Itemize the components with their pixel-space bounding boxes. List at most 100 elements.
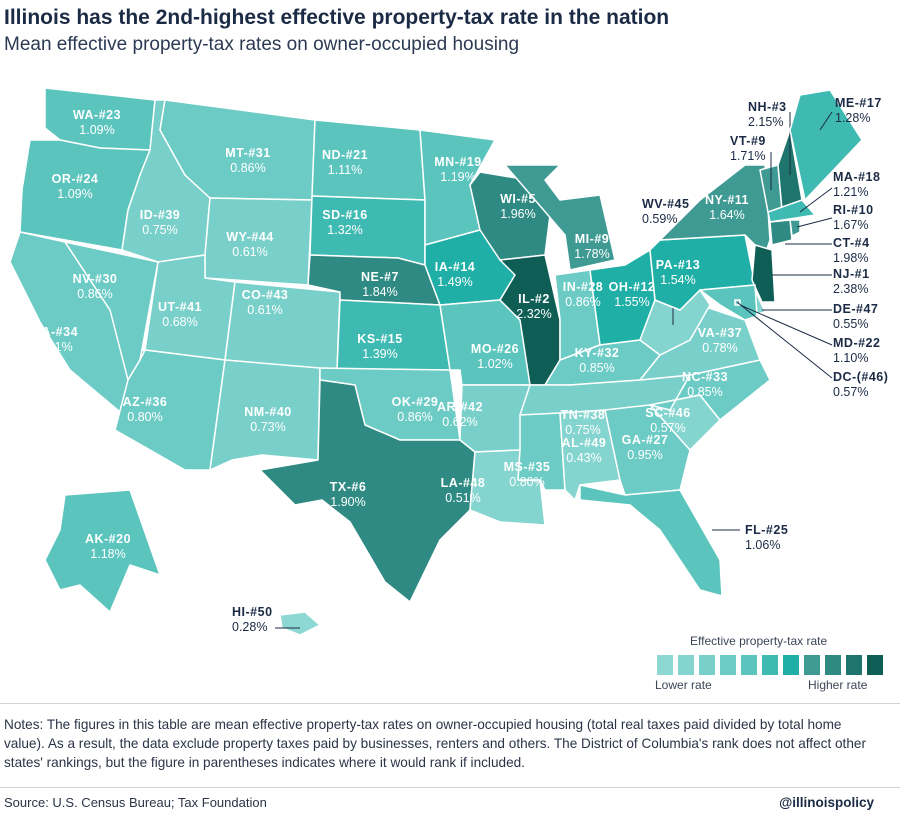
state-label-ma: MA-#18 1.21% (833, 170, 880, 200)
state-rate: 0.80% (127, 410, 163, 424)
state-rank: MA-#18 (833, 170, 881, 184)
state-rate: 0.43% (566, 451, 602, 465)
state-rate: 0.80% (509, 475, 545, 489)
legend-swatch (804, 655, 820, 675)
state-rate: 1.71% (730, 149, 766, 163)
state-rank: KS-#15 (357, 332, 403, 346)
state-label-ar: AR-#42 0.62% (437, 400, 483, 430)
state-me (789, 89, 863, 201)
state-rank: NM-#40 (244, 405, 292, 419)
state-rank: DC-(#46) (833, 370, 889, 384)
state-label-tn: TN-#38 0.75% (561, 408, 606, 438)
state-rate: 1.10% (833, 351, 869, 365)
state-label-wv: WV-#45 0.59% (642, 197, 689, 227)
state-nj (751, 244, 776, 303)
state-label-pa: PA-#13 1.54% (656, 258, 700, 288)
state-rank: WV-#45 (642, 197, 690, 211)
state-label-va: VA-#37 0.78% (698, 326, 742, 356)
state-rank: WA-#23 (72, 108, 122, 122)
state-label-mt: MT-#31 0.86% (225, 146, 270, 176)
state-label-ia: IA-#14 1.49% (435, 260, 476, 290)
state-rank: IL-#2 (518, 292, 550, 306)
state-label-ct: CT-#4 1.98% (833, 236, 870, 266)
state-rate: 0.62% (442, 415, 478, 429)
state-rate: 1.28% (835, 111, 871, 125)
state-rank: IA-#14 (434, 260, 476, 274)
state-rate: 0.28% (232, 620, 268, 634)
state-rank: HI-#50 (232, 605, 273, 619)
state-rank: LA-#48 (440, 476, 486, 490)
state-rate: 0.85% (579, 361, 615, 375)
twitter-handle: @illinoispolicy (779, 795, 874, 810)
legend-swatch (783, 655, 799, 675)
state-label-wy: WY-#44 0.61% (226, 230, 273, 260)
state-rate: 1.02% (477, 357, 513, 371)
state-rate: 1.90% (330, 495, 366, 509)
state-label-sd: SD-#16 1.32% (322, 208, 367, 238)
state-rate: 0.73% (250, 420, 286, 434)
state-rate: 0.61% (232, 245, 268, 259)
state-rank: MS-#35 (503, 460, 551, 474)
state-label-wi: WI-#5 1.96% (500, 192, 536, 222)
state-rank: KY-#32 (574, 346, 620, 360)
state-rank: CA-#34 (31, 325, 79, 339)
state-rate: 1.32% (327, 223, 363, 237)
state-rate: 1.78% (574, 247, 610, 261)
state-label-de: DE-#47 0.55% (833, 302, 878, 332)
state-rate: 0.61% (247, 303, 283, 317)
state-rank: SD-#16 (322, 208, 368, 222)
state-rank: WY-#44 (226, 230, 274, 244)
state-label-ok: OK-#29 0.86% (392, 395, 439, 425)
state-rate: 2.15% (748, 115, 784, 129)
legend-swatch (678, 655, 694, 675)
state-rate: 1.64% (709, 208, 745, 222)
state-rank: FL-#25 (745, 523, 789, 537)
state-label-me: ME-#17 1.28% (835, 96, 882, 126)
state-wy (204, 197, 313, 286)
state-label-ny: NY-#11 1.64% (705, 193, 749, 223)
state-rate: 1.19% (440, 170, 476, 184)
state-label-wa: WA-#23 1.09% (73, 108, 121, 138)
state-rank: WI-#5 (500, 192, 536, 206)
state-rank: PA-#13 (655, 258, 701, 272)
state-rate: 1.39% (362, 347, 398, 361)
state-label-nh: NH-#3 2.15% (748, 100, 787, 130)
state-label-nd: ND-#21 1.11% (322, 148, 368, 178)
state-rank: CT-#4 (833, 236, 870, 250)
legend-high-label: Higher rate (808, 678, 868, 692)
state-rank: MO-#26 (470, 342, 520, 356)
state-rank: OH-#12 (608, 280, 656, 294)
leader-line (819, 111, 833, 131)
state-label-id: ID-#39 0.75% (140, 208, 181, 238)
state-rank: AL-#49 (561, 436, 607, 450)
state-rate: 1.09% (57, 187, 93, 201)
state-rank: VA-#37 (697, 326, 743, 340)
state-ma (767, 199, 816, 223)
state-rate: 1.18% (90, 547, 126, 561)
leader-line (739, 304, 833, 346)
state-rate: 1.84% (362, 285, 398, 299)
state-fl (579, 484, 723, 597)
state-label-nj: NJ-#1 2.38% (833, 267, 870, 297)
state-label-ca: CA-#34 0.81% (32, 325, 78, 355)
legend-swatch (867, 655, 883, 675)
legend-swatch (825, 655, 841, 675)
state-rate: 1.06% (745, 538, 781, 552)
state-label-nm: NM-#40 0.73% (244, 405, 291, 435)
state-rank: NH-#3 (748, 100, 787, 114)
state-label-ga: GA-#27 0.95% (622, 433, 669, 463)
state-rank: GA-#27 (621, 433, 669, 447)
state-rank: TN-#38 (560, 408, 606, 422)
divider (0, 787, 900, 788)
state-rank: IN-#28 (562, 280, 604, 294)
state-rank: NC-#33 (681, 370, 729, 384)
state-rate: 2.32% (516, 307, 552, 321)
state-label-sc: SC-#46 0.57% (645, 406, 690, 436)
state-md (699, 284, 758, 321)
state-label-ky: KY-#32 0.85% (575, 346, 620, 376)
state-label-dc: DC-(#46) 0.57% (833, 370, 888, 400)
state-rank: DE-#47 (833, 302, 879, 316)
legend-low-label: Lower rate (655, 678, 712, 692)
legend-swatch (846, 655, 862, 675)
state-rank: MI-#9 (574, 232, 610, 246)
